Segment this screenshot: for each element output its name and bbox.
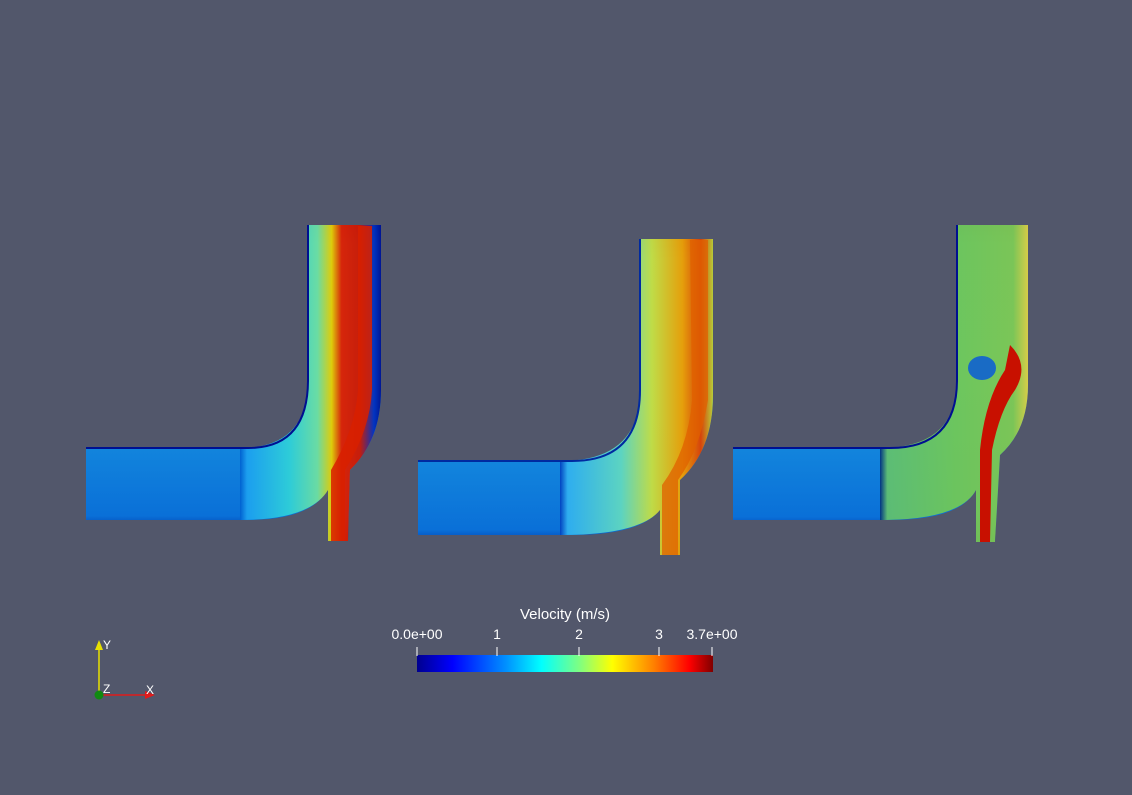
- z-axis-dot: [94, 690, 104, 700]
- colorbar-tick-label: 0.0e+00: [391, 626, 443, 642]
- y-axis-arrow: [95, 640, 103, 650]
- colorbar-title: Velocity (m/s): [519, 606, 610, 623]
- colorbar-gradient: [417, 655, 713, 672]
- colorbar-tick-label: 3.7e+00: [686, 626, 738, 642]
- z-axis-label: Z: [103, 682, 111, 696]
- velocity-field-3: [733, 225, 1028, 542]
- colorbar-tick-label: 3: [655, 626, 663, 642]
- x-axis-label: X: [146, 683, 155, 697]
- orientation-axes[interactable]: [94, 640, 156, 700]
- y-axis-label: Y: [103, 638, 112, 652]
- velocity-field-1: [86, 225, 381, 541]
- colorbar-tick-label: 2: [575, 626, 583, 642]
- x-axis-arrow: [145, 691, 155, 699]
- colorbar: [416, 647, 713, 672]
- velocity-field-2: [418, 239, 713, 555]
- colorbar-tick-label: 1: [493, 626, 501, 642]
